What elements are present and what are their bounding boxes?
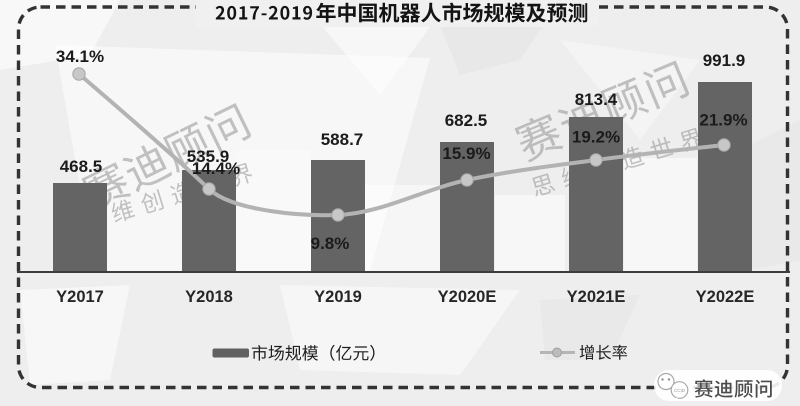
- svg-text:14.4%: 14.4%: [192, 159, 240, 178]
- svg-text:682.5: 682.5: [445, 111, 488, 130]
- svg-text:Y2018: Y2018: [185, 288, 233, 306]
- svg-text:Y2017: Y2017: [56, 288, 104, 306]
- svg-text:15.9%: 15.9%: [442, 144, 490, 163]
- svg-text:813.4: 813.4: [575, 90, 618, 109]
- svg-text:588.7: 588.7: [321, 130, 364, 149]
- svg-text:Y2022E: Y2022E: [696, 288, 755, 306]
- svg-text:34.1%: 34.1%: [56, 47, 104, 66]
- svg-text:19.2%: 19.2%: [572, 128, 620, 147]
- svg-text:CCID: CCID: [674, 388, 686, 393]
- svg-text:468.5: 468.5: [60, 157, 103, 176]
- svg-text:9.8%: 9.8%: [311, 234, 350, 253]
- svg-text:21.9%: 21.9%: [699, 110, 747, 129]
- svg-text:991.9: 991.9: [703, 51, 746, 70]
- svg-text:Y2019: Y2019: [314, 288, 362, 306]
- svg-text:535.9: 535.9: [187, 147, 230, 166]
- svg-text:Y2021E: Y2021E: [567, 288, 626, 306]
- svg-text:Y2020E: Y2020E: [438, 288, 497, 306]
